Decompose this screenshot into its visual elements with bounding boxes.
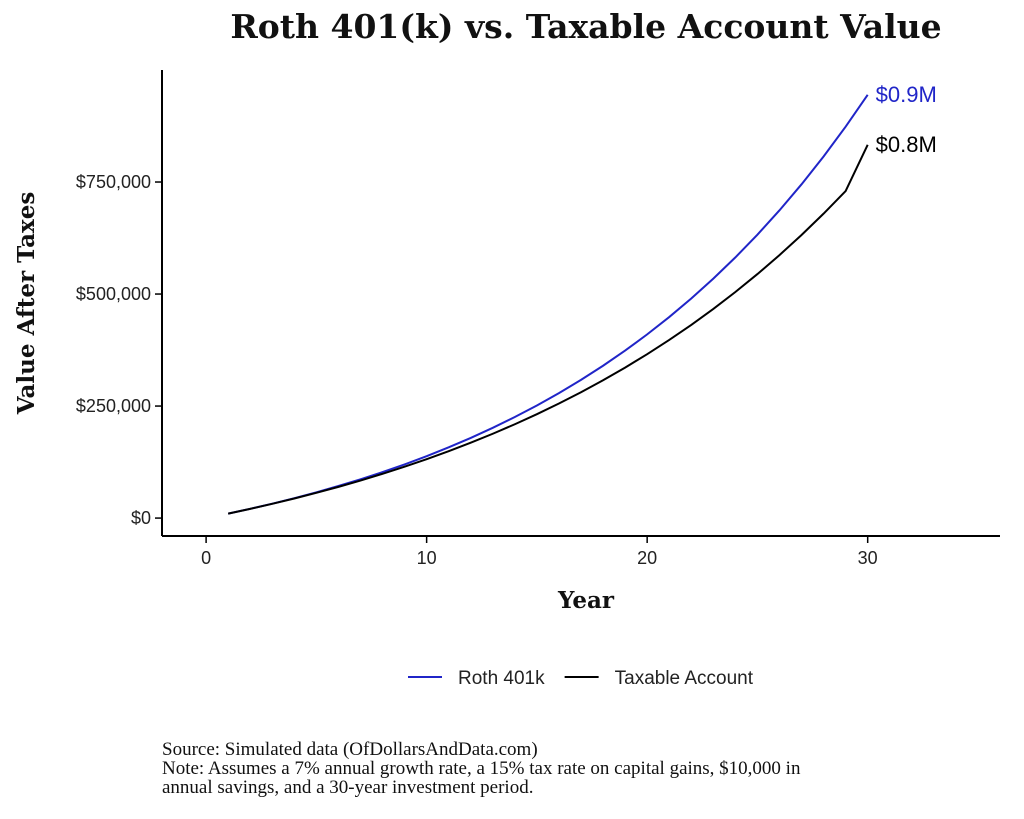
assumption-note-line-1: Note: Assumes a 7% annual growth rate, a… [162, 758, 801, 779]
legend-label-roth-401k: Roth 401k [458, 668, 545, 689]
chart-notes: Source: Simulated data (OfDollarsAndData… [162, 740, 1002, 797]
series-lines [227, 94, 869, 515]
y-tick-label: $0 [131, 508, 151, 528]
legend: Roth 401k Taxable Account [408, 668, 754, 689]
x-axis-label: Year [557, 587, 615, 614]
chart-title: Roth 401(k) vs. Taxable Account Value [230, 7, 941, 46]
x-tick-label: 10 [417, 548, 437, 568]
assumption-note-line-2: annual savings, and a 30-year investment… [162, 777, 534, 798]
x-tick-label: 20 [637, 548, 657, 568]
series-line-roth-401k [227, 94, 869, 515]
source-note: Source: Simulated data (OfDollarsAndData… [162, 739, 538, 760]
chart: Roth 401(k) vs. Taxable Account Value $0… [13, 7, 1000, 689]
end-label-roth-401k: $0.9M [876, 82, 937, 107]
x-tick-label: 0 [201, 548, 211, 568]
end-label-taxable-account: $0.8M [876, 132, 937, 157]
y-tick-label: $250,000 [76, 396, 151, 416]
y-tick-label: $750,000 [76, 172, 151, 192]
x-axis-ticks: 0 10 20 30 [201, 536, 878, 568]
legend-label-taxable-account: Taxable Account [615, 668, 754, 689]
y-axis-label: Value After Taxes [13, 192, 40, 416]
series-line-taxable-account [227, 144, 869, 515]
y-axis-ticks: $0 $250,000 $500,000 $750,000 [76, 172, 162, 528]
end-labels: $0.9M $0.8M [876, 82, 937, 157]
x-tick-label: 30 [858, 548, 878, 568]
y-tick-label: $500,000 [76, 284, 151, 304]
